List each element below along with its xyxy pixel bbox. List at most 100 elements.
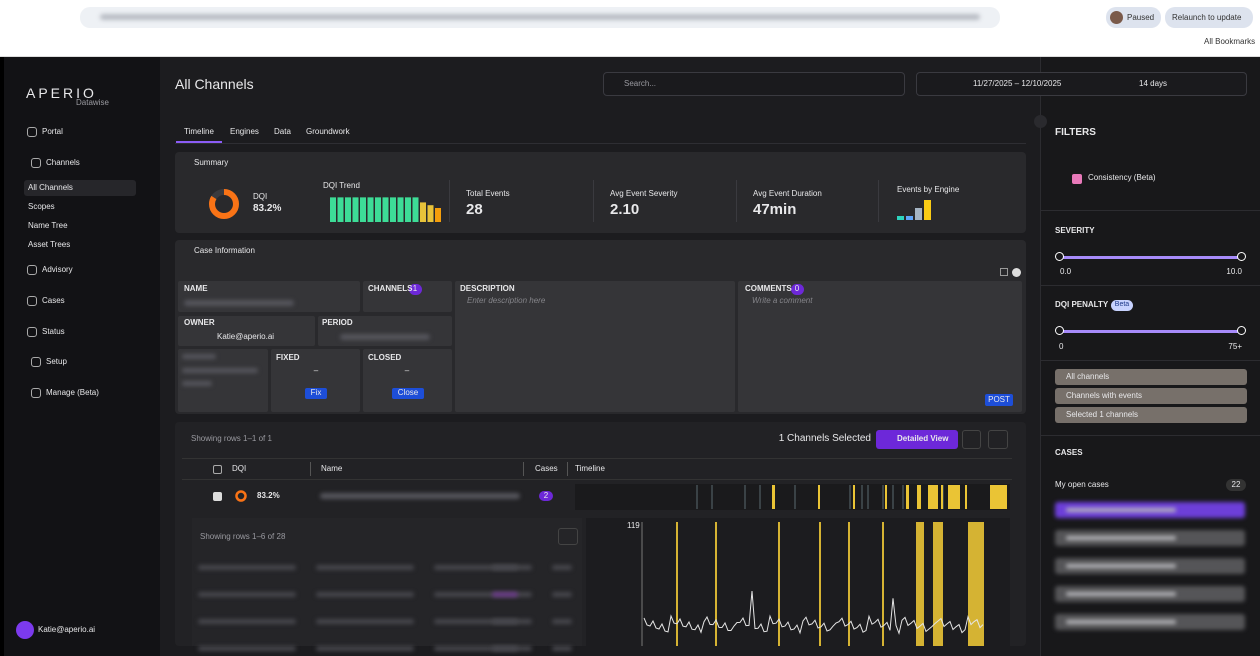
tabs-3[interactable]: Groundwork — [306, 127, 350, 136]
beta-badge — [1111, 300, 1133, 311]
browser-relaunch[interactable]: Relaunch to update — [1172, 13, 1242, 22]
filters-cases-label: CASES — [1055, 448, 1083, 457]
header-date-range[interactable]: 11/27/2025 – 12/10/2025 — [973, 79, 1062, 88]
fix-button[interactable] — [305, 388, 327, 399]
case-comments-label: COMMENTS — [745, 284, 792, 293]
channel-option[interactable] — [1055, 388, 1247, 404]
checkbox-checked[interactable] — [213, 492, 222, 501]
chart-event — [916, 522, 924, 646]
summary-dqi-label: DQI — [253, 192, 268, 201]
case-description-label: DESCRIPTION — [460, 284, 515, 293]
sidebar-nav-8[interactable]: Status — [42, 327, 65, 336]
sidebar-nav-7[interactable]: Cases — [42, 296, 65, 305]
sidebar-nav-10[interactable]: Manage (Beta) — [46, 388, 99, 397]
filters-severity-max: 10.0 — [1226, 267, 1242, 276]
dqi-trend-bar — [330, 197, 336, 222]
tab-underline — [176, 141, 222, 143]
blurred-content — [1066, 536, 1176, 540]
slider-track[interactable] — [1059, 256, 1242, 259]
timeline-event — [990, 485, 1007, 509]
sidebar-nav-2[interactable]: All Channels — [28, 183, 73, 192]
sidebar-nav-1[interactable]: Channels — [46, 158, 80, 167]
blurred-content — [100, 14, 980, 20]
checkbox[interactable] — [213, 465, 222, 474]
blurred-content — [198, 565, 296, 570]
post-button[interactable] — [985, 394, 1013, 406]
engine-bar — [897, 216, 904, 220]
more-button[interactable] — [962, 430, 981, 449]
browser-bookmarks[interactable]: All Bookmarks — [1204, 37, 1256, 46]
timeline-event — [928, 485, 938, 509]
sidebar-nav-3[interactable]: Scopes — [28, 202, 55, 211]
summary-avg-duration-label: Avg Event Duration — [753, 189, 822, 198]
slider-thumb[interactable] — [1237, 252, 1246, 261]
table-chart-max: 119 — [627, 521, 640, 530]
timeline-event — [818, 485, 820, 509]
table-columns-2[interactable]: Cases — [535, 464, 558, 473]
case-post-button[interactable]: POST — [988, 395, 1010, 404]
sidebar-user[interactable]: Katie@aperio.ai — [38, 625, 96, 634]
case-fix-button[interactable]: Fix — [310, 388, 322, 397]
dqi-donut — [209, 189, 239, 219]
search[interactable] — [603, 72, 905, 96]
header-search-placeholder: Search... — [624, 79, 657, 88]
sidebar-nav-0[interactable]: Portal — [42, 127, 63, 136]
blurred-content — [316, 592, 414, 597]
table-detailed-view[interactable]: Detailed View — [897, 434, 949, 443]
blurred-content — [1066, 508, 1176, 512]
case-cell — [455, 281, 735, 412]
channel-option[interactable] — [1055, 407, 1247, 423]
tabs-0[interactable]: Timeline — [184, 127, 214, 136]
case-close-button[interactable]: Close — [397, 388, 419, 397]
divider — [1040, 210, 1260, 211]
slider-thumb[interactable] — [1237, 326, 1246, 335]
filters-channel-options-0[interactable]: All channels — [1066, 372, 1110, 381]
tabs-1[interactable]: Engines — [230, 127, 259, 136]
table-columns-3[interactable]: Timeline — [575, 464, 605, 473]
table-row-dqi: 83.2% — [257, 491, 280, 500]
table-columns-1[interactable]: Name — [321, 464, 343, 473]
col-separator — [310, 462, 311, 476]
count-badge — [1226, 479, 1246, 491]
timeline-event — [772, 485, 775, 509]
sidebar-nav-9[interactable]: Setup — [46, 357, 67, 366]
case-channels: 1 — [412, 284, 418, 293]
relaunch-pill[interactable] — [1165, 7, 1253, 28]
filters-channel-options-1[interactable]: Channels with events — [1066, 391, 1143, 400]
close-button[interactable] — [392, 388, 424, 399]
blurred-content — [434, 565, 532, 570]
filters-channel-options-2[interactable]: Selected 1 channels — [1066, 410, 1139, 419]
channel-option[interactable] — [1055, 369, 1247, 385]
dqi-trend-bar — [345, 197, 351, 222]
save-icon[interactable] — [1000, 268, 1008, 276]
blurred-content — [492, 565, 518, 570]
filters-my-open-cases: My open cases — [1055, 480, 1109, 489]
sidebar-nav-6[interactable]: Advisory — [42, 265, 73, 274]
header-range[interactable]: 14 days — [1139, 79, 1168, 88]
blurred-content — [320, 493, 520, 499]
delete-button[interactable] — [988, 430, 1008, 449]
close-icon[interactable] — [1012, 268, 1021, 277]
slider-track[interactable] — [1059, 330, 1242, 333]
dqi-trend-bar — [412, 197, 419, 222]
summary-avg-duration: 47min — [753, 201, 797, 218]
checkbox-pink[interactable] — [1072, 174, 1082, 184]
blurred-content — [434, 619, 532, 624]
case-cell — [271, 349, 360, 412]
slider-thumb[interactable] — [1055, 252, 1064, 261]
case-fixed: – — [313, 366, 319, 375]
detailed-view-button[interactable] — [876, 430, 958, 449]
sidebar-nav-5[interactable]: Asset Trees — [28, 240, 71, 249]
collapse-button[interactable] — [1034, 115, 1047, 128]
slider-thumb[interactable] — [1055, 326, 1064, 335]
sidebar-nav-4[interactable]: Name Tree — [28, 221, 68, 230]
case-title: Case Information — [194, 246, 255, 255]
sub-icon[interactable] — [558, 528, 578, 545]
badge — [539, 491, 553, 501]
date-box[interactable] — [916, 72, 1247, 96]
case-cell — [178, 316, 315, 346]
tabs-2[interactable]: Data — [274, 127, 291, 136]
filters-consistency[interactable]: Consistency (Beta) — [1088, 173, 1156, 182]
table-columns-0[interactable]: DQI — [232, 464, 247, 473]
separator — [736, 180, 737, 222]
